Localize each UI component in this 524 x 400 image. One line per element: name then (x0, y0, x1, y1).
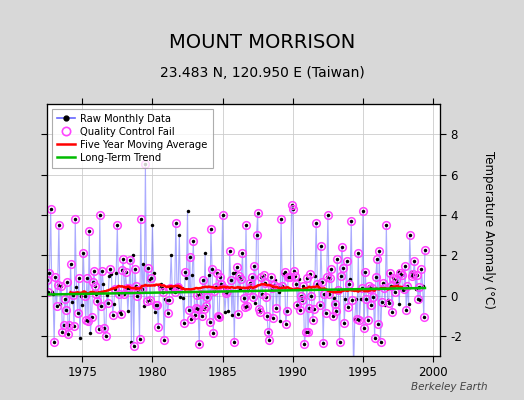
Text: 23.483 N, 120.950 E (Taiwan): 23.483 N, 120.950 E (Taiwan) (160, 66, 364, 80)
Text: Berkeley Earth: Berkeley Earth (411, 382, 487, 392)
Legend: Raw Monthly Data, Quality Control Fail, Five Year Moving Average, Long-Term Tren: Raw Monthly Data, Quality Control Fail, … (52, 109, 213, 168)
Text: MOUNT MORRISON: MOUNT MORRISON (169, 33, 355, 52)
Y-axis label: Temperature Anomaly (°C): Temperature Anomaly (°C) (482, 151, 495, 309)
